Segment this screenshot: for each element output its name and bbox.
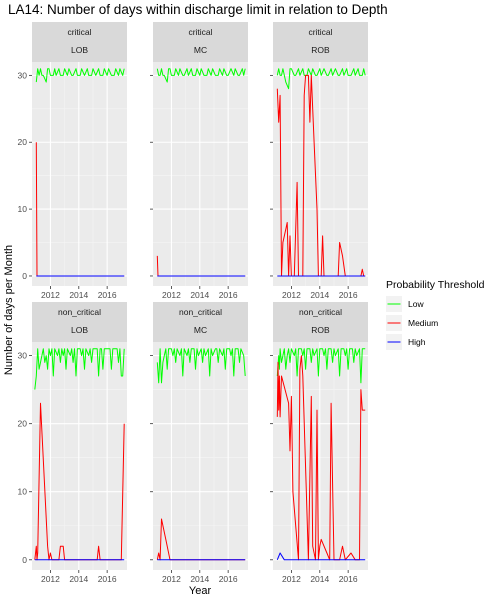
strip-row-label: non_critical xyxy=(58,307,101,317)
x-tick-label: 2014 xyxy=(69,290,88,300)
x-tick-label: 2014 xyxy=(310,290,329,300)
x-tick-label: 2012 xyxy=(282,574,301,584)
y-tick-label: 30 xyxy=(18,351,28,361)
series-line-medium xyxy=(276,74,366,277)
strip-row-label: non_critical xyxy=(299,307,342,317)
panel-critical-lob: critical LOB 0 10 20 30 2012 2014 2016 xyxy=(18,22,127,300)
strip-col-label: LOB xyxy=(71,325,88,335)
panel-background xyxy=(153,342,248,570)
facet-strip xyxy=(153,302,248,342)
panel-background xyxy=(153,62,248,286)
y-tick-label: 0 xyxy=(22,271,27,281)
panel-non_critical-mc: non_critical MC 2012 2014 2016 xyxy=(150,302,248,584)
x-tick-label: 2016 xyxy=(98,290,117,300)
chart-title: LA14: Number of days within discharge li… xyxy=(8,2,388,17)
x-tick-label: 2014 xyxy=(190,574,209,584)
panel-background xyxy=(273,342,368,570)
x-tick-label: 2012 xyxy=(162,574,181,584)
series-line-low xyxy=(35,68,125,83)
y-tick-label: 30 xyxy=(18,70,28,80)
legend-title: Probability Threshold xyxy=(386,279,485,291)
y-tick-label: 20 xyxy=(18,137,28,147)
series-line-low xyxy=(276,68,366,90)
strip-col-label: MC xyxy=(194,45,207,55)
x-tick-label: 2016 xyxy=(219,574,238,584)
facet-strip xyxy=(32,302,127,342)
series-line-medium xyxy=(34,402,125,561)
x-tick-label: 2016 xyxy=(339,290,358,300)
facet-panels: critical LOB 0 10 20 30 2012 2014 2016 critical MC… xyxy=(18,22,368,584)
facet-strip xyxy=(273,22,368,62)
x-tick-label: 2016 xyxy=(339,574,358,584)
series-line-low xyxy=(34,348,125,390)
strip-col-label: ROB xyxy=(311,325,330,335)
legend: Probability Threshold Low Medium High xyxy=(386,279,485,350)
series-line-low xyxy=(276,348,366,384)
panel-background xyxy=(32,342,127,570)
legend-label-medium: Medium xyxy=(408,318,438,328)
y-axis-title: Number of days per Month xyxy=(3,245,15,375)
series-line-medium xyxy=(276,355,366,561)
panel-non_critical-rob: non_critical ROB 2012 2014 2016 xyxy=(270,302,368,584)
panel-background xyxy=(32,62,127,286)
panel-background xyxy=(273,62,368,286)
strip-row-label: critical xyxy=(67,27,91,37)
legend-label-low: Low xyxy=(408,299,424,309)
panel-critical-mc: critical MC 2012 2014 2016 xyxy=(150,22,248,300)
x-tick-label: 2014 xyxy=(190,290,209,300)
y-tick-label: 10 xyxy=(18,487,28,497)
y-tick-label: 20 xyxy=(18,419,28,429)
x-axis-title: Year xyxy=(189,585,212,597)
x-tick-label: 2012 xyxy=(282,290,301,300)
x-tick-label: 2012 xyxy=(41,290,60,300)
x-tick-label: 2012 xyxy=(162,290,181,300)
x-tick-label: 2014 xyxy=(310,574,329,584)
strip-col-label: LOB xyxy=(71,45,88,55)
panel-non_critical-lob: non_critical LOB 0 10 20 30 2012 2014 2016 xyxy=(18,302,127,584)
facet-strip xyxy=(273,302,368,342)
strip-row-label: critical xyxy=(188,27,212,37)
strip-col-label: ROB xyxy=(311,45,330,55)
series-line-low xyxy=(156,68,246,83)
strip-col-label: MC xyxy=(194,325,207,335)
facet-strip xyxy=(153,22,248,62)
strip-row-label: critical xyxy=(308,27,332,37)
y-tick-label: 0 xyxy=(22,555,27,565)
x-tick-label: 2014 xyxy=(69,574,88,584)
strip-row-label: non_critical xyxy=(179,307,222,317)
x-tick-label: 2016 xyxy=(219,290,238,300)
series-line-low xyxy=(156,348,246,384)
legend-label-high: High xyxy=(408,337,426,347)
x-tick-label: 2012 xyxy=(41,574,60,584)
facet-strip xyxy=(32,22,127,62)
series-line-high xyxy=(276,552,366,561)
panel-critical-rob: critical ROB 2012 2014 2016 xyxy=(270,22,368,300)
x-tick-label: 2016 xyxy=(98,574,117,584)
y-tick-label: 10 xyxy=(18,204,28,214)
